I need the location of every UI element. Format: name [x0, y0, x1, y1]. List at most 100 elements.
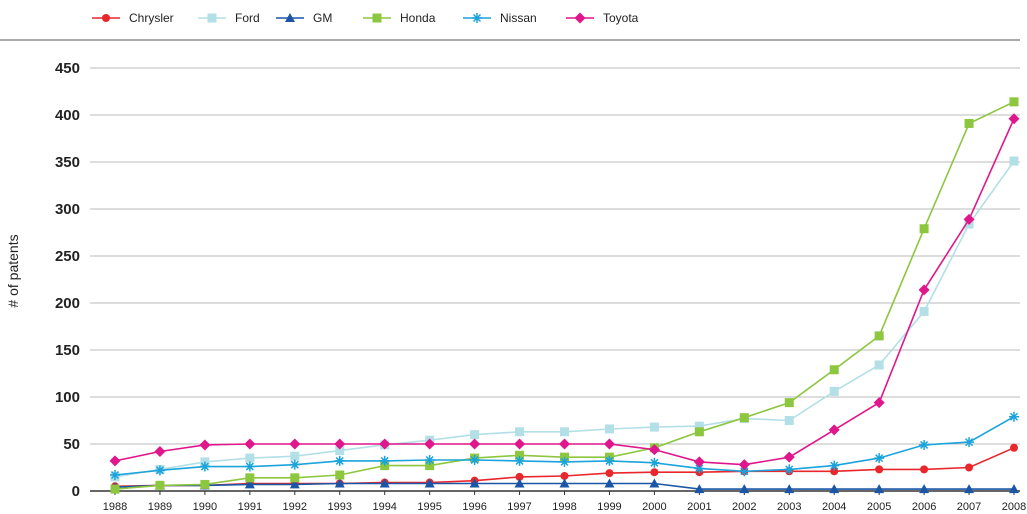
- data-point-toyota: [873, 397, 885, 409]
- data-point-ford: [245, 453, 255, 463]
- data-point-ford: [829, 386, 839, 396]
- x-tick-label: 1995: [417, 501, 441, 513]
- x-tick-label: 1993: [328, 501, 352, 513]
- data-point-nissan: [559, 456, 570, 467]
- data-point-gm: [649, 478, 660, 488]
- data-point-honda: [335, 470, 345, 480]
- data-point-toyota: [648, 444, 660, 456]
- data-point-toyota: [918, 284, 930, 296]
- data-point-gm: [424, 478, 435, 488]
- data-point-toyota: [424, 438, 436, 450]
- x-axis-ticks: 1988 1989 1990 1991 1992 1993 1994 1995 1996 1997…: [103, 491, 1026, 513]
- data-point-gm: [784, 484, 795, 494]
- data-point-gm: [604, 478, 615, 488]
- data-point-honda: [245, 473, 255, 483]
- y-tick-label: 250: [55, 248, 80, 265]
- legend-item-chrysler: Chrysler: [92, 11, 174, 25]
- data-point-ford: [874, 360, 884, 370]
- data-point-honda: [694, 427, 704, 437]
- y-tick-label: 100: [55, 389, 80, 406]
- data-point-chrysler: [515, 472, 524, 481]
- data-point-nissan: [244, 461, 255, 472]
- legend-label-gm: GM: [313, 11, 332, 25]
- data-point-nissan: [964, 437, 975, 448]
- data-point-ford: [784, 416, 794, 425]
- legend-marker-gm: [285, 13, 295, 22]
- legend: Chrysler Ford GM Honda Nissan Toyota: [92, 11, 639, 25]
- x-tick-label: 1991: [238, 501, 262, 513]
- data-point-chrysler: [1010, 443, 1018, 452]
- data-point-toyota: [244, 438, 256, 450]
- data-point-ford: [649, 422, 659, 432]
- data-point-honda: [155, 480, 165, 490]
- data-point-toyota: [738, 459, 750, 471]
- legend-item-nissan: Nissan: [463, 11, 537, 25]
- data-point-honda: [964, 118, 974, 128]
- data-point-toyota: [154, 446, 166, 458]
- data-point-gm: [874, 484, 885, 494]
- y-axis-ticks: 0 50 100 150 200 250 300 350 400 450: [55, 60, 80, 500]
- data-point-toyota: [379, 438, 391, 450]
- data-point-gm: [739, 484, 750, 494]
- data-point-nissan: [289, 459, 300, 470]
- data-point-nissan: [334, 455, 345, 466]
- data-point-toyota: [199, 439, 211, 451]
- data-point-nissan: [739, 466, 750, 477]
- data-point-nissan: [379, 455, 390, 466]
- grid: [0, 39, 1020, 492]
- series-nissan: [110, 411, 1019, 481]
- x-tick-label: 1997: [507, 501, 531, 513]
- data-point-nissan: [604, 455, 615, 466]
- data-point-toyota: [603, 438, 615, 450]
- data-point-honda: [919, 224, 929, 234]
- data-point-honda: [290, 473, 300, 483]
- data-point-toyota: [289, 438, 301, 450]
- data-point-toyota: [693, 456, 705, 468]
- data-point-ford: [470, 430, 480, 440]
- data-point-gm: [964, 484, 975, 494]
- y-tick-label: 150: [55, 342, 80, 359]
- y-tick-label: 350: [55, 154, 80, 171]
- x-tick-label: 1990: [193, 501, 217, 513]
- legend-label-honda: Honda: [400, 11, 436, 25]
- x-tick-label: 2006: [912, 501, 936, 513]
- x-tick-label: 1998: [552, 501, 576, 513]
- data-point-gm: [919, 484, 930, 494]
- data-point-ford: [560, 427, 569, 437]
- data-point-toyota: [963, 213, 975, 225]
- data-point-gm: [559, 478, 570, 488]
- data-point-nissan: [919, 439, 930, 450]
- data-point-nissan: [784, 464, 795, 475]
- legend-label-toyota: Toyota: [603, 11, 639, 25]
- x-tick-label: 1996: [462, 501, 486, 513]
- data-point-gm: [244, 479, 255, 489]
- x-tick-label: 1989: [148, 501, 172, 513]
- data-point-ford: [604, 424, 614, 434]
- legend-item-toyota: Toyota: [566, 11, 639, 25]
- data-point-honda: [515, 450, 525, 460]
- data-point-nissan: [110, 470, 120, 481]
- data-point-gm: [469, 478, 480, 488]
- y-axis-title: # of patents: [5, 234, 21, 307]
- legend-label-ford: Ford: [235, 11, 260, 25]
- data-point-gm: [514, 478, 525, 488]
- x-tick-label: 2002: [732, 501, 756, 513]
- data-point-honda: [874, 331, 884, 341]
- data-point-toyota: [559, 438, 570, 450]
- y-tick-label: 200: [55, 295, 80, 312]
- y-tick-label: 300: [55, 201, 80, 218]
- data-point-gm: [334, 478, 345, 488]
- series-group: [109, 97, 1020, 494]
- data-point-nissan: [469, 454, 480, 465]
- data-point-chrysler: [920, 465, 929, 474]
- data-point-gm: [694, 484, 705, 494]
- data-point-chrysler: [605, 469, 614, 478]
- data-point-chrysler: [650, 468, 659, 477]
- data-point-honda: [200, 479, 210, 489]
- x-tick-label: 1999: [597, 501, 621, 513]
- data-point-toyota: [783, 451, 795, 463]
- x-tick-label: 1988: [103, 501, 127, 513]
- data-point-ford: [1009, 156, 1019, 166]
- data-point-gm: [379, 478, 390, 488]
